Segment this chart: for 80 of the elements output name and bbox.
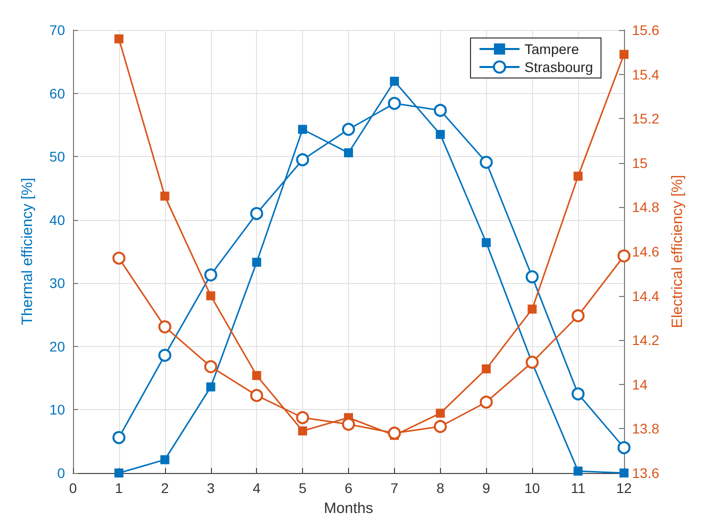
x-tick-label: 10 — [524, 480, 540, 496]
point — [480, 396, 493, 409]
point — [342, 122, 355, 136]
y-axis-title: Thermal efficiency [%] — [19, 178, 36, 326]
y2-tick-label: 15.4 — [632, 66, 660, 82]
x-tick-label: 12 — [616, 480, 632, 496]
point — [206, 382, 216, 392]
x-axis-title: Months — [324, 500, 374, 517]
point — [618, 249, 630, 262]
point — [390, 76, 399, 86]
x-tick-label: 4 — [252, 480, 261, 496]
y-tick-label: 70 — [49, 22, 66, 38]
x-tick-label: 9 — [482, 480, 490, 496]
y-tick-label: 60 — [49, 85, 66, 102]
point — [436, 408, 445, 418]
point — [482, 238, 491, 248]
point — [158, 320, 172, 334]
point — [388, 96, 401, 110]
y-tick-label: 50 — [49, 148, 66, 165]
point — [204, 268, 218, 282]
point — [574, 466, 583, 476]
point — [434, 420, 447, 433]
point — [250, 207, 264, 220]
point — [528, 304, 537, 314]
y-tick-label: 0 — [57, 465, 66, 481]
y2-tick-label: 14 — [632, 376, 648, 392]
y2-tick-label: 13.6 — [632, 465, 660, 481]
legend-label: Strasbourg — [524, 59, 593, 75]
point — [160, 455, 170, 464]
point — [114, 34, 124, 44]
point — [298, 426, 308, 436]
x-tick-label: 7 — [390, 480, 399, 496]
point — [436, 130, 445, 139]
y2-tick-label: 13.8 — [632, 420, 660, 437]
point — [434, 104, 447, 117]
point — [344, 148, 353, 158]
point — [112, 431, 126, 444]
point — [572, 387, 585, 400]
x-tick-label: 3 — [206, 480, 215, 496]
point — [112, 252, 126, 265]
x-tick-label: 8 — [436, 480, 444, 496]
point — [296, 411, 310, 424]
y2-tick-label: 15 — [632, 154, 648, 171]
y2-tick-label: 15.6 — [632, 22, 660, 38]
y2-tick-label: 14.2 — [632, 332, 660, 348]
point — [250, 388, 264, 402]
point — [206, 291, 216, 300]
point — [298, 124, 308, 134]
point — [480, 156, 493, 169]
x-tick-label: 6 — [344, 480, 353, 496]
point — [620, 50, 628, 59]
point — [342, 418, 355, 431]
x-tick-label: 1 — [115, 480, 124, 496]
y2-axis-title: Electrical efficiency [%] — [669, 174, 686, 328]
point — [482, 364, 491, 374]
y-tick-label: 40 — [49, 212, 66, 228]
point — [296, 153, 310, 166]
legend-label: Tampere — [524, 41, 580, 57]
x-tick-label: 0 — [69, 480, 78, 496]
point — [160, 192, 170, 201]
point — [252, 371, 262, 380]
y-tick-label: 10 — [49, 402, 66, 418]
point — [572, 309, 585, 322]
y2-tick-label: 15.2 — [632, 110, 660, 127]
point — [618, 441, 630, 454]
y-tick-label: 20 — [49, 338, 66, 354]
x-tick-label: 5 — [298, 480, 307, 496]
y2-tick-label: 14.4 — [632, 288, 660, 304]
y2-tick-label: 14.6 — [632, 244, 660, 260]
x-tick-label: 11 — [570, 480, 586, 496]
point — [204, 360, 218, 374]
x-tick-label: 2 — [160, 480, 169, 496]
point — [114, 468, 124, 478]
y2-tick-label: 14.8 — [632, 199, 660, 216]
point — [574, 172, 583, 181]
point — [526, 356, 539, 369]
point — [526, 270, 539, 284]
point — [158, 348, 172, 362]
y-tick-label: 30 — [49, 275, 66, 292]
point — [252, 258, 262, 267]
